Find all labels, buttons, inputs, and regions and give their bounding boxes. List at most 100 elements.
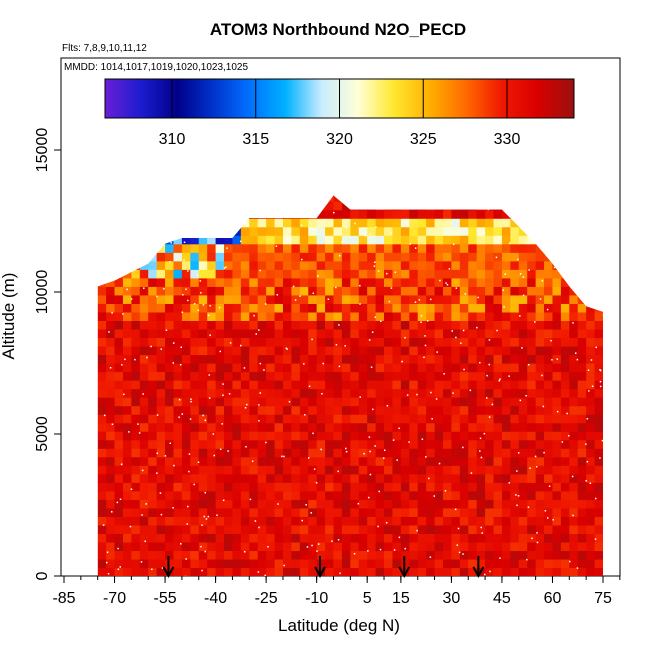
heatmap-cell [131,286,141,296]
heatmap-cell [527,482,537,492]
heatmap-cell [544,439,554,449]
heatmap-cell [392,558,402,569]
heatmap-cell [122,541,132,552]
heatmap-cell [501,337,511,347]
heatmap-cell [459,465,469,475]
heatmap-cell [173,533,183,543]
heatmap-cell [535,490,545,500]
heatmap-cell [586,507,596,517]
heatmap-cell [434,294,444,304]
heatmap-cell [198,414,208,424]
heatmap-cell [535,499,545,509]
heatmap-cell [417,269,427,279]
heatmap-cell [198,311,208,321]
heatmap-cell [367,422,377,432]
heatmap-cell [400,567,410,576]
heatmap-cell [266,431,276,441]
measurement-point [551,359,553,361]
heatmap-cell [358,371,368,381]
heatmap-cell [139,363,149,373]
heatmap-cell [400,558,410,569]
heatmap-cell [384,209,394,219]
heatmap-cell [434,311,444,321]
heatmap-cell [131,533,141,543]
measurement-point [341,241,343,244]
heatmap-cell [552,363,562,373]
heatmap-cell [417,567,427,576]
heatmap-cell [375,363,385,373]
heatmap-cell [173,320,183,330]
heatmap-cell [476,499,486,509]
heatmap-cell [257,558,267,569]
heatmap-cell [451,218,461,228]
heatmap-cell [409,414,419,424]
heatmap-cell [426,269,436,279]
heatmap-cell [198,465,208,475]
heatmap-cell [148,303,158,313]
heatmap-cell [375,456,385,466]
heatmap-cell [97,414,107,424]
heatmap-cell [215,456,225,466]
heatmap-cell [493,431,503,441]
heatmap-cell [358,243,368,253]
heatmap-cell [409,405,419,415]
heatmap-cell [476,209,486,219]
heatmap-cell [426,209,436,219]
heatmap-cell [451,371,461,381]
measurement-point [186,523,189,525]
heatmap-cell [299,473,309,483]
heatmap-cell [476,448,486,458]
heatmap-cell [586,311,596,321]
measurement-point [107,573,110,575]
measurement-point [188,470,190,473]
heatmap-cell [148,286,158,296]
heatmap-cell [375,380,385,390]
heatmap-cell [139,303,149,313]
heatmap-cell [358,558,368,569]
heatmap-cell [577,405,587,415]
heatmap-cell [266,269,276,279]
heatmap-cell [409,260,419,270]
heatmap-cell [316,507,326,517]
heatmap-cell [190,499,200,509]
heatmap-cell [165,431,175,441]
measurement-point [187,505,189,508]
heatmap-cell [485,269,495,279]
heatmap-cell [156,422,166,432]
heatmap-cell [122,431,132,441]
heatmap-cell [291,371,301,381]
heatmap-cell [476,405,486,415]
measurement-point [130,298,133,300]
heatmap-cell [442,371,453,381]
measurement-point [315,481,318,484]
heatmap-cell [384,303,394,313]
heatmap-cell [569,567,579,576]
heatmap-cell [518,414,528,424]
heatmap-cell [434,286,444,296]
heatmap-cell [215,235,225,245]
heatmap-cell [215,320,225,330]
heatmap-cell [207,465,217,475]
measurement-point [499,557,501,559]
heatmap-cell [181,473,191,483]
heatmap-cell [501,226,511,236]
heatmap-cell [442,277,453,287]
heatmap-cell [577,524,587,534]
heatmap-cell [375,345,385,356]
heatmap-cell [240,328,250,339]
heatmap-cell [392,422,402,432]
heatmap-cell [544,303,554,313]
heatmap-cell [240,439,250,449]
measurement-point [119,566,122,568]
heatmap-cell [426,541,436,552]
heatmap-cell [350,397,360,407]
heatmap-cell [384,439,394,449]
measurement-point [418,299,421,301]
heatmap-cell [274,482,284,492]
heatmap-cell [493,456,503,466]
heatmap-cell [493,294,503,304]
measurement-point [479,361,481,364]
heatmap-cell [282,448,292,458]
heatmap-cell [181,541,191,552]
measurement-point [200,292,202,294]
